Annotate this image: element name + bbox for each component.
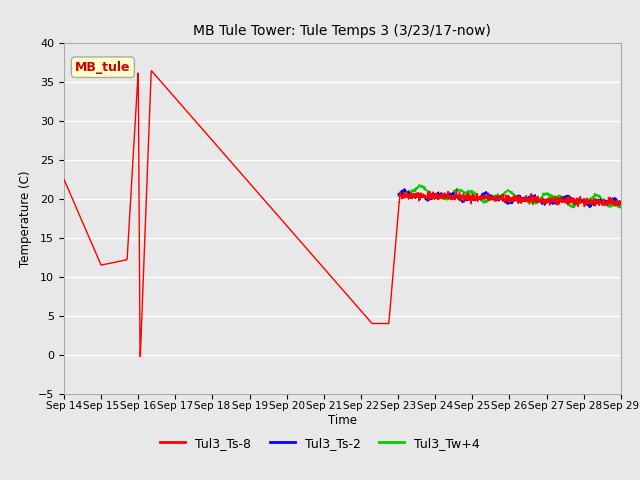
Title: MB Tule Tower: Tule Temps 3 (3/23/17-now): MB Tule Tower: Tule Temps 3 (3/23/17-now… — [193, 24, 492, 38]
Legend: Tul3_Ts-8, Tul3_Ts-2, Tul3_Tw+4: Tul3_Ts-8, Tul3_Ts-2, Tul3_Tw+4 — [155, 432, 485, 455]
Y-axis label: Temperature (C): Temperature (C) — [19, 170, 33, 267]
Text: MB_tule: MB_tule — [75, 61, 131, 74]
X-axis label: Time: Time — [328, 414, 357, 427]
